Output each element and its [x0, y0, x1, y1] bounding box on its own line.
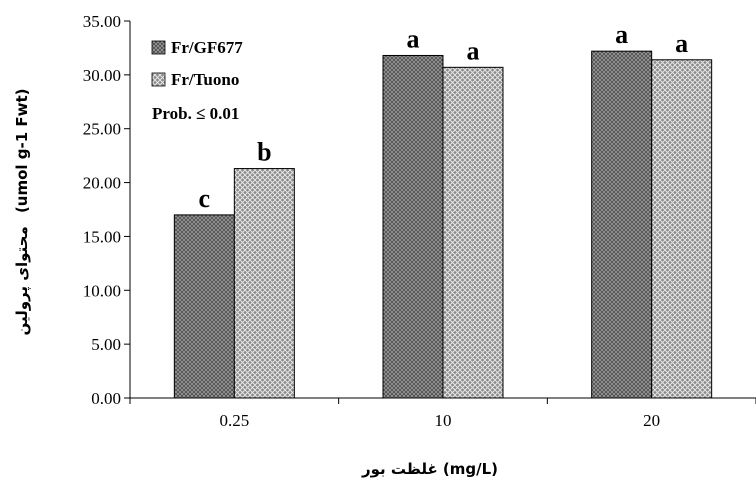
y-tick-label: 5.00 — [91, 335, 121, 354]
y-tick-label: 10.00 — [83, 281, 121, 300]
x-tick-label: 0.25 — [219, 411, 249, 430]
y-ticks-group: 0.00 5.00 10.00 15.00 20.00 25.00 30.00 35.00 — [83, 12, 130, 408]
legend-swatch-series-1 — [151, 40, 166, 55]
y-tick-label: 20.00 — [83, 174, 121, 193]
bar-fr-gf677-10 — [382, 54, 444, 399]
significance-letter: a — [615, 20, 628, 49]
significance-letter: c — [199, 184, 211, 213]
y-axis-title-unit: (umol g-1 Fwt) — [13, 88, 31, 213]
legend-label-series-2: Fr/Tuono — [171, 70, 239, 89]
significance-letter: b — [257, 138, 271, 167]
x-axis-title: غلظت بور (mg/L) — [361, 460, 498, 478]
significance-letter: a — [407, 24, 420, 53]
y-tick-label: 15.00 — [83, 227, 121, 246]
probability-annotation: Prob. ≤ 0.01 — [152, 104, 239, 123]
legend-swatch-series-2 — [151, 72, 166, 87]
y-tick-label: 25.00 — [83, 120, 121, 139]
legend: Fr/GF677 Fr/Tuono Prob. ≤ 0.01 — [151, 38, 243, 123]
significance-letter: a — [675, 29, 688, 58]
bar-fr-gf677-0-25 — [173, 214, 235, 399]
bar-fr-tuono-0-25 — [233, 168, 295, 399]
y-axis-title: محتوای پرولین (umol g-1 Fwt) — [13, 88, 32, 335]
y-tick-label: 0.00 — [91, 389, 121, 408]
legend-label-series-1: Fr/GF677 — [171, 38, 243, 57]
y-tick-label: 30.00 — [83, 66, 121, 85]
significance-letters-group: c b a a a a — [199, 20, 689, 213]
y-tick-label: 35.00 — [83, 12, 121, 31]
bars-group — [173, 50, 713, 399]
y-axis-title-persian: محتوای پرولین — [13, 226, 32, 335]
significance-letter: a — [467, 36, 480, 65]
x-tick-label: 20 — [643, 411, 660, 430]
bar-fr-tuono-10 — [442, 66, 504, 399]
x-tick-label: 10 — [435, 411, 452, 430]
x-ticks-group: 0.25 10 20 — [129, 398, 756, 430]
bar-fr-tuono-20 — [651, 59, 713, 399]
bar-fr-gf677-20 — [591, 50, 653, 399]
